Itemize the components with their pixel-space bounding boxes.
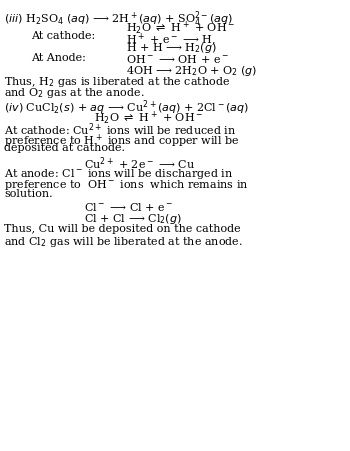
Text: solution.: solution. [4, 189, 53, 199]
Text: preference to H$^+$ ions and copper will be: preference to H$^+$ ions and copper will… [4, 133, 240, 150]
Text: Cl$^-$ ⟶ Cl + e$^-$: Cl$^-$ ⟶ Cl + e$^-$ [84, 201, 173, 213]
Text: and O$_2$ gas at the anode.: and O$_2$ gas at the anode. [4, 86, 145, 100]
Text: H$^+$ + e$^-$ ⟶ H,: H$^+$ + e$^-$ ⟶ H, [126, 31, 216, 47]
Text: H$_2$O $\rightleftharpoons$ H$^+$ + OH$^-$: H$_2$O $\rightleftharpoons$ H$^+$ + OH$^… [94, 110, 204, 127]
Text: At cathode: Cu$^{2+}$ ions will be reduced in: At cathode: Cu$^{2+}$ ions will be reduc… [4, 122, 236, 138]
Text: Cu$^{2+}$ + 2e$^-$ ⟶ Cu: Cu$^{2+}$ + 2e$^-$ ⟶ Cu [84, 156, 195, 172]
Text: $(iv)$ CuCl$_2$$(s)$ + $aq$ ⟶ Cu$^{2+}$$(aq)$ + 2Cl$^-$$(aq)$: $(iv)$ CuCl$_2$$(s)$ + $aq$ ⟶ Cu$^{2+}$$… [4, 98, 249, 117]
Text: At Anode:: At Anode: [32, 53, 86, 63]
Text: H$_2$O $\rightleftharpoons$ H$^+$ + OH$^-$: H$_2$O $\rightleftharpoons$ H$^+$ + OH$^… [126, 20, 235, 37]
Text: H + H ⟶ H$_2$$(g)$: H + H ⟶ H$_2$$(g)$ [126, 41, 217, 55]
Text: Cl + Cl ⟶ Cl$_2$$(g)$: Cl + Cl ⟶ Cl$_2$$(g)$ [84, 212, 182, 226]
Text: 4OH ⟶ 2H$_2$O + O$_2$ $(g)$: 4OH ⟶ 2H$_2$O + O$_2$ $(g)$ [126, 64, 258, 78]
Text: At anode: Cl$^-$ ions will be discharged in: At anode: Cl$^-$ ions will be discharged… [4, 167, 233, 181]
Text: Thus, H$_2$ gas is liberated at the cathode: Thus, H$_2$ gas is liberated at the cath… [4, 75, 230, 89]
Text: deposited at cathode.: deposited at cathode. [4, 143, 125, 153]
Text: and Cl$_2$ gas will be liberated at the anode.: and Cl$_2$ gas will be liberated at the … [4, 235, 243, 249]
Text: OH$^-$ ⟶ OH + e$^-$: OH$^-$ ⟶ OH + e$^-$ [126, 53, 229, 65]
Text: At cathode:: At cathode: [32, 31, 96, 41]
Text: $(iii)$ H$_2$SO$_4$ $(aq)$ ⟶ 2H$^+$$(aq)$ + SO$_4^{2-}$$(aq)$: $(iii)$ H$_2$SO$_4$ $(aq)$ ⟶ 2H$^+$$(aq)… [4, 9, 233, 28]
Text: preference to  OH$^-$ ions  which remains in: preference to OH$^-$ ions which remains … [4, 178, 249, 192]
Text: Thus, Cu will be deposited on the cathode: Thus, Cu will be deposited on the cathod… [4, 224, 241, 234]
